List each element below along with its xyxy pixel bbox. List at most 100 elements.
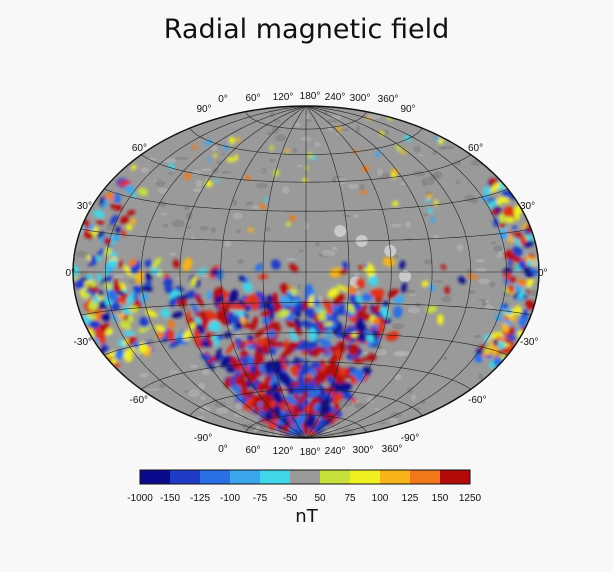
terrain-spot — [412, 170, 425, 177]
terrain-spot — [377, 168, 384, 177]
terrain-spot — [220, 153, 226, 156]
anomaly-blob — [123, 330, 136, 337]
anomaly-blob — [130, 218, 136, 225]
anomaly-blob — [301, 320, 314, 329]
anomaly-blob — [514, 283, 521, 294]
terrain-spot — [305, 119, 312, 122]
anomaly-blob — [498, 339, 505, 350]
anomaly-blob — [327, 287, 340, 298]
terrain-spot — [418, 154, 424, 157]
anomaly-blob — [483, 186, 491, 196]
anomaly-blob — [74, 279, 85, 290]
top-lon-label: 240° — [325, 92, 346, 103]
anomaly-blob — [382, 257, 396, 267]
anomaly-blob — [92, 296, 100, 303]
terrain-spot — [155, 179, 166, 187]
anomaly-blob — [372, 317, 381, 325]
anomaly-blob — [206, 157, 211, 162]
colorbar-swatch — [410, 470, 440, 484]
anomaly-blob — [503, 339, 515, 345]
terrain-spot — [171, 219, 185, 228]
anomaly-blob — [141, 285, 153, 292]
anomaly-blob — [90, 255, 97, 266]
colorbar-swatch — [200, 470, 230, 484]
anomaly-blob — [160, 308, 170, 318]
anomaly-blob — [211, 268, 219, 276]
colorbar-label: 75 — [344, 493, 356, 504]
anomaly-blob — [344, 326, 358, 335]
colorbar-label: -75 — [253, 493, 268, 504]
anomaly-blob — [488, 336, 495, 349]
terrain-spot — [191, 170, 202, 176]
terrain-spot — [235, 331, 242, 340]
anomaly-blob — [118, 180, 132, 187]
anomaly-blob — [401, 149, 408, 155]
anomaly-blob — [393, 295, 405, 304]
anomaly-blob — [368, 275, 379, 287]
colorbar-swatch — [290, 470, 320, 484]
anomaly-blob — [503, 272, 512, 280]
anomaly-blob — [102, 198, 109, 209]
terrain-spot — [269, 122, 282, 125]
anomaly-blob — [212, 287, 224, 298]
anomaly-blob — [516, 279, 529, 287]
colorbar: -1000 -150 -125 -100 -75 -50 50 75 100 1… — [127, 469, 482, 504]
terrain-spot — [296, 164, 303, 167]
anomaly-blob — [228, 136, 236, 144]
terrain-spot — [443, 356, 448, 361]
terrain-spot — [390, 223, 402, 228]
terrain-spot — [474, 334, 481, 339]
anomaly-blob — [308, 327, 317, 342]
anomaly-blob — [133, 285, 142, 294]
anomaly-blob — [361, 293, 373, 302]
terrain-spot — [392, 351, 407, 357]
anomaly-blob — [207, 336, 215, 348]
anomaly-blob — [346, 286, 357, 295]
anomaly-blob — [145, 309, 158, 318]
anomaly-blob — [168, 163, 175, 170]
anomaly-blob — [184, 172, 191, 180]
anomaly-blob — [513, 209, 520, 221]
anomaly-blob — [166, 329, 175, 343]
anomaly-blob — [375, 150, 381, 158]
anomaly-blob — [427, 208, 434, 214]
anomaly-blob — [392, 201, 399, 207]
terrain-spot — [391, 323, 405, 330]
anomaly-blob — [286, 221, 291, 227]
terrain-spot — [354, 271, 360, 277]
anomaly-blob — [366, 334, 375, 343]
anomaly-blob — [317, 418, 327, 429]
graticule-line — [104, 188, 508, 212]
anomaly-blob — [114, 350, 123, 359]
terrain-spot — [314, 141, 321, 147]
anomaly-blob — [508, 326, 515, 336]
anomaly-blob — [128, 259, 137, 267]
anomaly-blob — [437, 313, 444, 326]
anomaly-blob — [282, 417, 291, 426]
anomaly-blob — [318, 338, 332, 347]
terrain-spot — [200, 168, 212, 172]
anomaly-blob — [304, 307, 312, 317]
anomaly-blob — [285, 148, 290, 153]
anomaly-blob — [205, 310, 218, 322]
anomaly-blob — [144, 259, 153, 268]
colorbar-label: -150 — [160, 493, 180, 504]
anomaly-blob — [112, 234, 121, 242]
terrain-spot — [195, 179, 203, 188]
terrain-spot — [485, 300, 490, 303]
terrain-spot — [157, 187, 169, 194]
bottom-lon-label: 120° — [273, 446, 294, 457]
anomaly-blob — [272, 292, 279, 308]
colorbar-swatch — [260, 470, 290, 484]
anomaly-blob — [172, 259, 180, 269]
anomaly-blob — [191, 144, 199, 150]
terrain-spot — [186, 212, 193, 221]
terrain-spot — [353, 214, 359, 218]
bottom-lon-label: 0° — [218, 444, 228, 455]
terrain-spot — [331, 115, 342, 120]
anomaly-blob — [171, 311, 184, 319]
terrain-spot — [379, 422, 387, 425]
anomaly-blob — [308, 294, 314, 308]
anomaly-blob — [425, 198, 431, 203]
anomaly-blob — [332, 393, 343, 404]
